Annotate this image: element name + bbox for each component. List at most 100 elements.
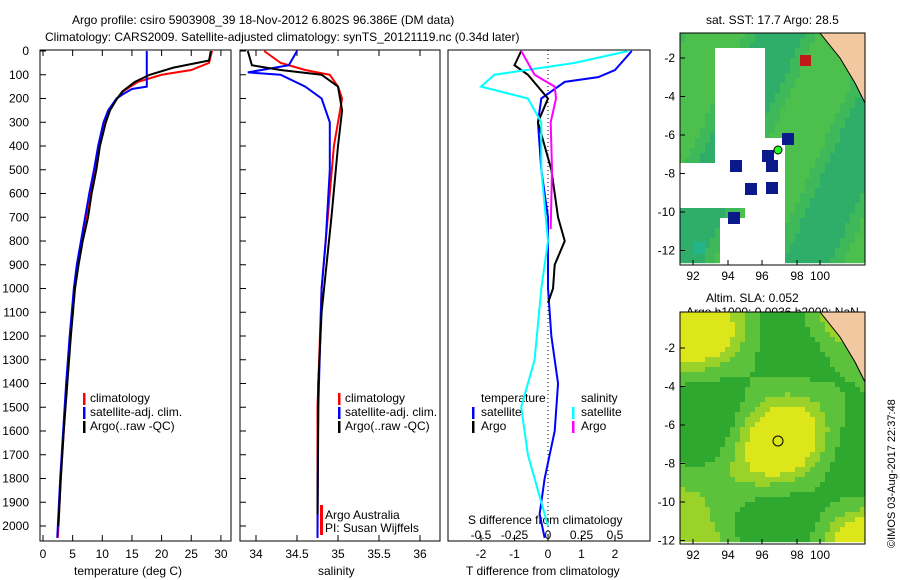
- sst-map-cell: [800, 178, 806, 184]
- sla-map-cell: [775, 452, 781, 458]
- sst-map-cell: [855, 238, 861, 244]
- sla-map-cell: [805, 387, 811, 393]
- sla-map-cell: [725, 422, 731, 428]
- sla-map-cell: [680, 392, 686, 398]
- sla-map-cell: [800, 447, 806, 453]
- sst-map-cell: [835, 248, 841, 254]
- sst-map-cell: [825, 188, 831, 194]
- sst-map-cell: [770, 208, 776, 214]
- sst-map-cell: [850, 123, 856, 129]
- salinity-plot-frame: [239, 49, 441, 542]
- sla-map-cell: [815, 467, 821, 473]
- sst-map-cell: [750, 33, 756, 39]
- sla-map-cell: [800, 482, 806, 488]
- sst-map-cell: [850, 93, 856, 99]
- sla-map-cell: [740, 527, 746, 533]
- sla-map-cell: [710, 367, 716, 373]
- sla-map-cell: [765, 507, 771, 513]
- sst-map-cell: [820, 118, 826, 124]
- sst-map-cell: [850, 118, 856, 124]
- sst-map-cell: [820, 53, 826, 59]
- sla-map-cell: [700, 532, 706, 538]
- depth-tick-label: 300: [9, 115, 29, 129]
- sla-map-cell: [700, 312, 706, 318]
- sla-map-cell: [790, 462, 796, 468]
- sla-map-cell: [740, 477, 746, 483]
- sst-map-cell: [735, 103, 741, 109]
- sla-map-cell: [785, 412, 791, 418]
- sst-map-cell: [785, 88, 791, 94]
- sst-map-cell: [770, 68, 776, 74]
- sst-map-cell: [710, 53, 716, 59]
- sst-map-cell: [690, 73, 696, 79]
- sla-map-cell: [830, 532, 836, 538]
- sst-map-cell: [775, 248, 781, 254]
- sst-map-cell: [720, 188, 726, 194]
- depth-tick-label: 200: [9, 92, 29, 106]
- sla-map-cell: [835, 437, 841, 443]
- sst-map-cell: [680, 188, 686, 194]
- sst-map-cell: [695, 93, 701, 99]
- sst-map-cell: [685, 203, 691, 209]
- sla-map-cell: [805, 362, 811, 368]
- sla-map-cell: [805, 432, 811, 438]
- sla-map-cell: [685, 357, 691, 363]
- sst-map-cell: [820, 38, 826, 44]
- sst-map-cell: [860, 148, 866, 154]
- sst-map-cell: [680, 128, 686, 134]
- sla-map-cell: [720, 332, 726, 338]
- sst-map-cell: [680, 38, 686, 44]
- sla-map-cell: [820, 327, 826, 333]
- sla-map-cell: [685, 537, 691, 543]
- sla-map-cell: [815, 317, 821, 323]
- sst-map-cell: [695, 58, 701, 64]
- sla-map-cell: [770, 397, 776, 403]
- sla-map-cell: [755, 532, 761, 538]
- sst-map-cell: [820, 113, 826, 119]
- sst-map-cell: [695, 223, 701, 229]
- sla-map-cell: [775, 437, 781, 443]
- sla-map-cell: [820, 517, 826, 523]
- sst-map-cell: [750, 163, 756, 169]
- sal-annotation2: PI: Susan Wijffels: [325, 521, 419, 535]
- sst-map-cell: [850, 158, 856, 164]
- sst-map-cell: [730, 48, 736, 54]
- sst-map-cell: [705, 248, 711, 254]
- sst-map-cell: [765, 178, 771, 184]
- sla-map-cell: [680, 472, 686, 478]
- sst-map-cell: [755, 128, 761, 134]
- sst-map-cell: [780, 198, 786, 204]
- sla-map-cell: [705, 382, 711, 388]
- sst-map-cell: [750, 103, 756, 109]
- sla-map-cell: [710, 497, 716, 503]
- sla-map-cell: [855, 382, 861, 388]
- sla-map-cell: [780, 492, 786, 498]
- sla-map-cell: [815, 447, 821, 453]
- sst-map-cell: [825, 138, 831, 144]
- sst-map-cell: [775, 173, 781, 179]
- sla-map-cell: [700, 397, 706, 403]
- sst-map-cell: [845, 168, 851, 174]
- sst-map-cell: [840, 208, 846, 214]
- sla-map-cell: [710, 402, 716, 408]
- sla-map-cell: [740, 507, 746, 513]
- sst-map-cell: [700, 63, 706, 69]
- sst-map-cell: [735, 143, 741, 149]
- sla-map-cell: [750, 447, 756, 453]
- sla-map-cell: [825, 477, 831, 483]
- sst-map-cell: [725, 123, 731, 129]
- sla-map-cell: [705, 402, 711, 408]
- sla-map-cell: [715, 502, 721, 508]
- sst-map-cell: [790, 218, 796, 224]
- depth-tick-label: 900: [9, 258, 29, 272]
- sla-map-cell: [850, 412, 856, 418]
- sla-map-cell: [825, 482, 831, 488]
- diff-legend-temp-sat: satellite: [481, 405, 522, 419]
- sla-map-cell: [700, 447, 706, 453]
- sst-map-cell: [805, 248, 811, 254]
- sst-map-cell: [720, 38, 726, 44]
- sst-map-cell: [835, 198, 841, 204]
- sla-map-cell: [775, 512, 781, 518]
- sla-map-cell: [730, 512, 736, 518]
